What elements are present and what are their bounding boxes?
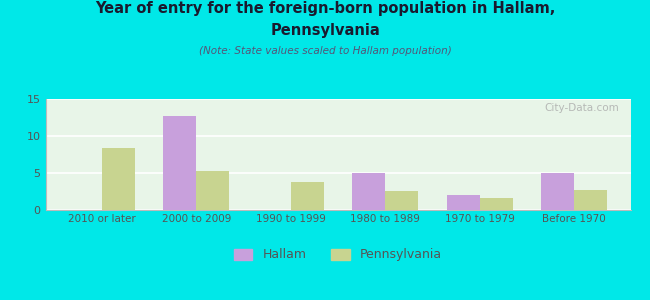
Text: Pennsylvania: Pennsylvania <box>270 22 380 38</box>
Bar <box>541 173 574 210</box>
Legend: Hallam, Pennsylvania: Hallam, Pennsylvania <box>234 248 442 262</box>
Bar <box>574 190 607 210</box>
Bar <box>480 198 513 210</box>
Bar <box>102 148 135 210</box>
Bar <box>196 171 229 210</box>
Text: City-Data.com: City-Data.com <box>544 103 619 113</box>
Bar <box>163 116 196 210</box>
Bar <box>447 195 480 210</box>
Bar <box>291 182 324 210</box>
Bar <box>352 173 385 210</box>
Text: (Note: State values scaled to Hallam population): (Note: State values scaled to Hallam pop… <box>199 46 451 56</box>
Text: Year of entry for the foreign-born population in Hallam,: Year of entry for the foreign-born popul… <box>95 2 555 16</box>
Bar <box>385 191 418 210</box>
